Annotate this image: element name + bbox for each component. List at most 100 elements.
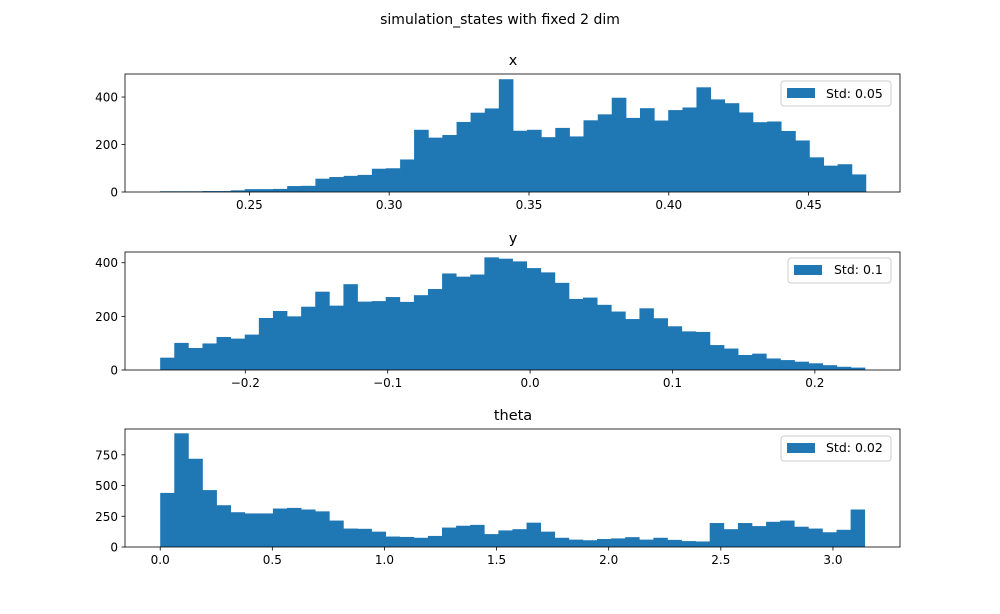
histogram-bar	[822, 532, 837, 547]
histogram-bar	[653, 318, 668, 370]
histogram-bar	[287, 316, 302, 370]
histogram-bar	[456, 121, 471, 192]
histogram-bar	[456, 525, 471, 547]
histogram-bar	[301, 509, 316, 547]
histogram-bar	[244, 513, 260, 547]
x-tick-label: 0.35	[516, 198, 543, 212]
histogram-bar	[287, 507, 302, 547]
histogram-bar	[315, 511, 330, 547]
legend-label-x: Std: 0.05	[826, 86, 883, 101]
histogram-bar	[668, 110, 683, 192]
histogram-bar	[174, 433, 189, 547]
legend-box-y	[787, 257, 892, 284]
x-tick-label: 1.0	[375, 553, 394, 567]
histogram-bar	[836, 366, 852, 370]
histogram-bar	[724, 348, 739, 370]
subplot-x: x 0.25 0.30 0.35 0.40 0.45 0 200 400 Std: 0.05	[95, 53, 901, 212]
x-tick-label: 0.2	[805, 376, 824, 390]
histogram-bar	[357, 301, 372, 370]
histogram-bar	[809, 157, 825, 192]
histogram-bar	[766, 358, 781, 370]
histogram-bar	[611, 311, 626, 370]
histogram-bar	[780, 520, 795, 547]
histogram-bar	[850, 367, 866, 370]
histogram-bar	[343, 175, 358, 192]
histogram-bar	[484, 257, 499, 370]
histogram-bar	[216, 191, 232, 192]
histogram-bar	[681, 331, 697, 370]
histogram-bar	[385, 297, 401, 370]
x-tick-label: 0.0	[521, 376, 540, 390]
histogram-bar	[385, 536, 401, 547]
histogram-bar	[653, 537, 668, 547]
y-tick-label: 250	[95, 510, 118, 524]
histogram-bar	[329, 305, 344, 370]
x-tick-label: 3.0	[823, 553, 842, 567]
histogram-bar	[202, 191, 217, 192]
histogram-bar	[851, 174, 867, 192]
histogram-bar	[654, 120, 669, 192]
legend-box-theta	[780, 435, 892, 462]
x-tick-label: 0.30	[376, 198, 403, 212]
histogram-bar	[639, 308, 654, 370]
histogram-bar	[258, 513, 274, 547]
histogram-bar	[371, 531, 386, 547]
histogram-bar	[625, 537, 640, 547]
legend-swatch-x	[787, 88, 815, 98]
histogram-bar	[272, 508, 288, 547]
histogram-bar	[794, 526, 809, 547]
histogram-bar	[470, 112, 486, 192]
legend-label-y: Std: 0.1	[834, 262, 883, 277]
histogram-bar	[329, 177, 344, 192]
histogram-bar	[597, 114, 613, 192]
histogram-bar	[639, 539, 654, 548]
histogram-bar	[836, 529, 851, 547]
histogram-bar	[216, 337, 231, 370]
histogram-bar	[258, 317, 274, 370]
histogram-bar	[230, 190, 246, 192]
histogram-bar	[583, 297, 598, 370]
y-tick-label: 750	[95, 448, 118, 462]
histogram-bar	[808, 363, 824, 370]
y-tick-label: 0	[110, 364, 118, 378]
histogram-bar	[554, 282, 570, 370]
histogram-bar	[682, 107, 697, 192]
histogram-bar	[343, 284, 358, 370]
histogram-bar	[766, 521, 781, 547]
histogram-bar	[597, 539, 612, 547]
histogram-bar	[244, 334, 260, 370]
subplot-title-y: y	[509, 231, 518, 247]
subplot-title-theta: theta	[494, 408, 532, 424]
histogram-bar	[611, 97, 627, 192]
x-tick-label: 2.5	[711, 553, 730, 567]
x-tick-label: 1.5	[487, 553, 506, 567]
legend-swatch-y	[794, 265, 822, 275]
histogram-bar	[188, 458, 203, 547]
histogram-bar	[794, 361, 809, 370]
histogram-bar	[470, 274, 485, 370]
histogram-bar	[343, 528, 358, 547]
y-tick-label: 200	[95, 310, 118, 324]
histogram-bar	[230, 338, 246, 370]
histogram-bar	[639, 108, 655, 192]
histogram-bar	[399, 301, 415, 370]
histogram-bar	[767, 121, 782, 192]
axes-frame-theta	[124, 428, 901, 548]
histogram-bar	[188, 348, 203, 370]
histogram-bars-x	[159, 79, 867, 192]
figure-suptitle: simulation_states with fixed 2 dim	[380, 12, 620, 28]
histogram-bar	[738, 112, 754, 192]
histogram-bar	[329, 520, 344, 547]
histogram-bar	[230, 512, 246, 547]
y-tick-label: 0	[110, 541, 118, 555]
histogram-bar	[710, 99, 726, 192]
histogram-bar	[174, 342, 189, 370]
histogram-bar	[442, 273, 457, 370]
histogram-bar	[371, 301, 387, 370]
histogram-bar	[681, 541, 696, 547]
y-tick-label: 500	[95, 479, 118, 493]
x-tick-label: 0.0	[151, 553, 170, 567]
histogram-bar	[625, 319, 640, 370]
histogram-bar	[526, 268, 542, 370]
